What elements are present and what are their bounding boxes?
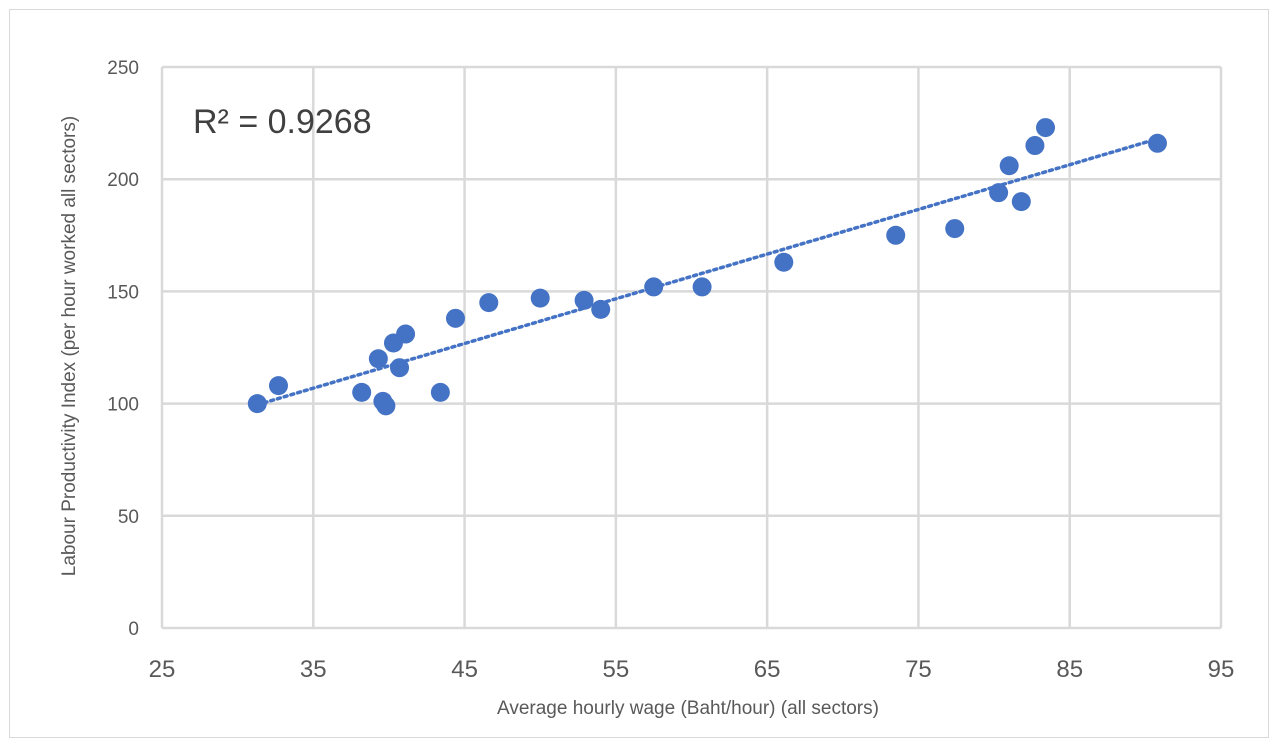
data-points	[247, 118, 1167, 416]
data-point-23	[1025, 136, 1045, 156]
data-point-10	[445, 308, 465, 328]
data-point-15	[644, 277, 664, 297]
gridlines	[160, 65, 1223, 630]
x-axis-title: Average hourly wage (Baht/hour) (all sec…	[497, 698, 879, 719]
y-axis-title: Labour Productivity Index (per hour work…	[59, 116, 80, 576]
data-point-24	[1036, 118, 1056, 138]
data-point-8	[396, 324, 416, 344]
y-tick-label-0: 0	[128, 619, 139, 640]
x-tick-label-4: 65	[754, 656, 781, 683]
chart-area	[9, 9, 1269, 738]
x-tick-label-7: 95	[1208, 656, 1235, 683]
data-point-25	[1147, 133, 1167, 153]
data-point-9	[430, 382, 450, 402]
x-tick-label-0: 25	[149, 656, 176, 683]
x-tick-labels: 25 35 45 55 65 75 85 95	[149, 656, 1235, 683]
data-point-13	[574, 290, 594, 310]
data-point-3	[368, 349, 388, 369]
data-point-17	[774, 252, 794, 272]
data-point-2	[352, 382, 372, 402]
x-tick-label-1: 35	[300, 656, 327, 683]
data-point-7	[390, 358, 410, 378]
y-tick-labels: 0 50 100 150 200 250	[107, 58, 139, 640]
y-tick-label-1: 50	[118, 507, 139, 528]
r-squared-annotation: R² = 0.9268	[193, 103, 372, 141]
data-point-0	[247, 394, 267, 414]
trendline-layer	[255, 137, 1160, 407]
data-point-14	[591, 299, 611, 319]
data-point-16	[692, 277, 712, 297]
data-point-12	[530, 288, 550, 308]
data-point-18	[886, 225, 906, 245]
x-tick-label-3: 55	[603, 656, 630, 683]
data-point-22	[1011, 192, 1031, 212]
data-point-20	[989, 183, 1009, 203]
y-tick-label-4: 200	[107, 170, 139, 191]
y-tick-label-2: 100	[107, 395, 139, 416]
y-tick-label-3: 150	[107, 282, 139, 303]
data-point-21	[999, 156, 1019, 176]
data-point-5	[376, 396, 396, 416]
x-tick-label-5: 75	[905, 656, 932, 683]
trendline	[255, 137, 1160, 407]
data-point-11	[479, 293, 499, 313]
x-tick-label-2: 45	[451, 656, 478, 683]
y-tick-label-5: 250	[107, 58, 139, 79]
x-tick-label-6: 85	[1056, 656, 1083, 683]
data-point-19	[945, 219, 965, 239]
data-point-1	[268, 376, 288, 396]
